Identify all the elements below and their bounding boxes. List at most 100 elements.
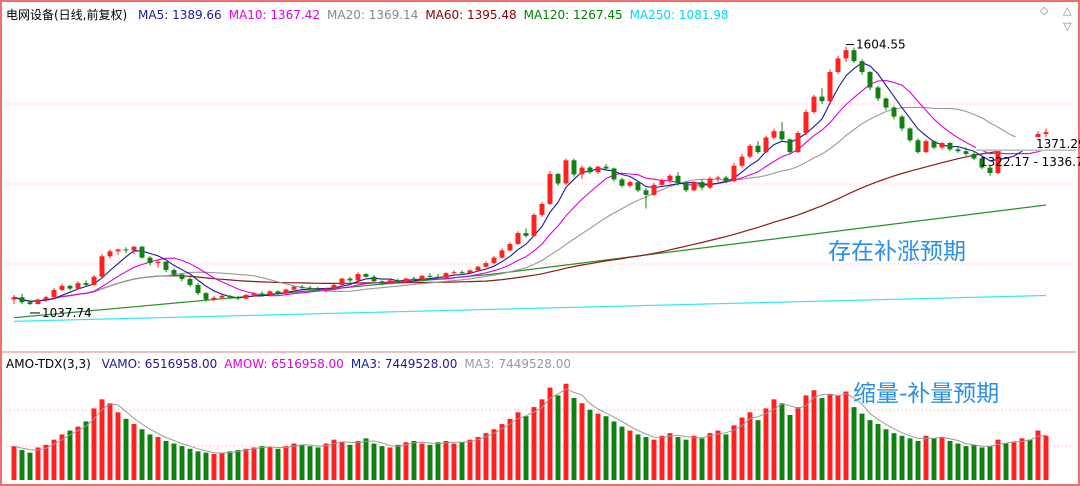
candle-body <box>499 250 505 258</box>
candle-body <box>731 165 737 182</box>
volume-bar <box>467 439 473 480</box>
volume-bar <box>211 453 217 480</box>
volume-bar <box>875 424 881 480</box>
candle-body <box>619 179 625 186</box>
last-price-label: 1371.29 <box>1036 137 1080 151</box>
volume-bar <box>899 435 905 480</box>
candle-body <box>347 278 353 281</box>
candle-body <box>395 280 401 283</box>
candle-body <box>75 283 81 289</box>
candle-body <box>419 275 425 280</box>
candle-body <box>283 289 289 294</box>
candle-body <box>539 203 545 215</box>
candle-body <box>507 244 513 251</box>
candle-body <box>435 276 441 278</box>
volume-bar <box>747 412 753 480</box>
price-header: 电网设备(日线,前复权) MA5: 1389.66 MA10: 1367.42 MA… <box>6 6 729 23</box>
volume-bar <box>459 442 465 480</box>
volume-bar <box>1043 435 1049 480</box>
candle-body <box>11 297 17 300</box>
volume-bar <box>387 447 393 480</box>
volume-bar <box>579 403 585 480</box>
chart-title: 电网设备(日线,前复权) <box>6 8 128 22</box>
volume-bar <box>675 437 681 480</box>
volume-bar <box>587 409 593 480</box>
ma-legend-item-2: MA20: 1369.14 <box>327 8 419 22</box>
volume-bar <box>963 446 969 480</box>
candle-body <box>475 266 481 271</box>
candle-body <box>235 297 241 299</box>
candle-body <box>299 286 305 288</box>
low-price-label: 1037.74 <box>42 306 92 320</box>
expand-icon[interactable]: ◇ <box>1040 4 1049 17</box>
candle-body <box>155 261 161 264</box>
ma60-line <box>13 145 1047 302</box>
candle-body <box>291 286 297 290</box>
volume-bar <box>323 443 329 480</box>
volume-bar <box>971 444 977 480</box>
volume-bar <box>131 424 137 480</box>
candle-body <box>267 291 273 295</box>
scroll-up-icon[interactable]: △ <box>1063 4 1072 17</box>
candle-body <box>811 96 817 113</box>
volume-bar <box>235 450 241 480</box>
candle-body <box>163 261 169 270</box>
volume-bar <box>515 412 521 480</box>
candle-body <box>675 175 681 184</box>
volume-bar <box>667 433 673 480</box>
volume-bar <box>51 439 57 480</box>
candle-body <box>443 273 449 278</box>
candle-body <box>91 276 97 285</box>
volume-bar <box>27 452 33 480</box>
candle-body <box>699 182 705 188</box>
ma-legend-item-5: MA250: 1081.98 <box>629 8 729 22</box>
volume-bar <box>995 439 1001 480</box>
volume-bar <box>483 433 489 480</box>
volume-bar <box>635 434 641 480</box>
volume-bar <box>403 442 409 480</box>
candle-body <box>931 141 937 148</box>
volume-bar <box>867 420 873 480</box>
candle-body <box>259 293 265 295</box>
volume-bar <box>1027 439 1033 480</box>
candle-body <box>523 233 529 236</box>
volume-ma-line <box>13 388 1047 454</box>
candle-body <box>587 167 593 173</box>
volume-bar <box>67 430 73 480</box>
volume-bar <box>331 439 337 480</box>
volume-bar <box>347 444 353 480</box>
candle-body <box>715 177 721 179</box>
volume-bar <box>267 447 273 480</box>
candle-body <box>683 183 689 191</box>
candle-body <box>987 167 993 174</box>
volume-bar <box>715 430 721 480</box>
candle-body <box>595 166 601 173</box>
candle-body <box>483 263 489 267</box>
volume-bar <box>771 399 777 480</box>
candle-body <box>467 270 473 274</box>
volume-bar <box>803 395 809 480</box>
volume-header: AMO-TDX(3,3) VAMO: 6516958.00 AMOW: 65169… <box>6 357 571 371</box>
candle-body <box>795 133 801 153</box>
candle-body <box>939 143 945 148</box>
candle-body <box>67 285 73 289</box>
candle-body <box>635 182 641 191</box>
volume-bar <box>219 452 225 480</box>
candle-body <box>123 249 129 251</box>
volume-bar <box>1003 443 1009 480</box>
ma-legend-item-1: MA10: 1367.42 <box>228 8 321 22</box>
candle-body <box>563 160 569 184</box>
candle-body <box>211 297 217 300</box>
volume-bar <box>491 429 497 480</box>
candle-body <box>491 257 497 264</box>
ma-legend-item-0: MA5: 1389.66 <box>138 8 222 22</box>
volume-bar <box>603 416 609 480</box>
volume-bar <box>563 383 569 480</box>
volume-bar <box>907 438 913 480</box>
volume-bar <box>1019 438 1025 480</box>
scroll-down-icon[interactable]: ▽ <box>1063 20 1072 33</box>
candle-body <box>459 272 465 274</box>
candle-body <box>139 246 145 258</box>
candle-body <box>611 168 617 180</box>
